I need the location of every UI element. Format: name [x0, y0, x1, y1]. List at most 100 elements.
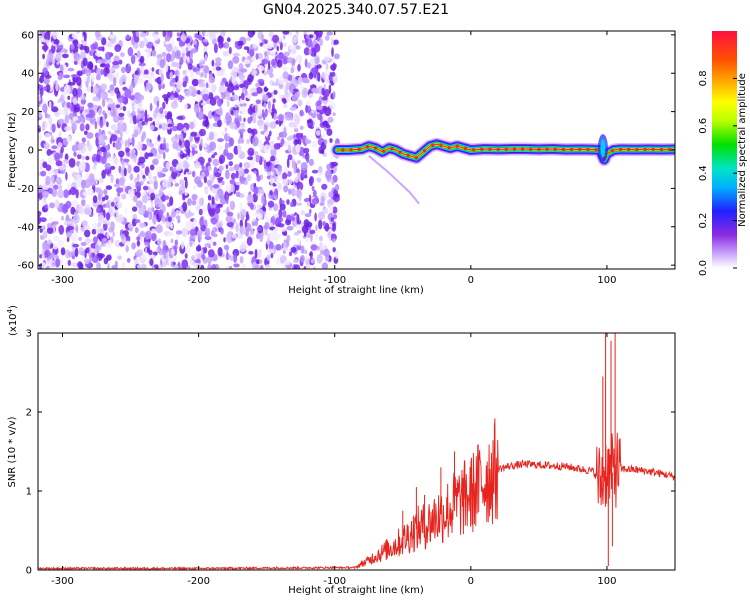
noise-blob	[95, 187, 102, 193]
y-tick-label: 1	[26, 487, 32, 498]
noise-blob	[267, 109, 273, 113]
noise-blob	[139, 222, 146, 228]
noise-blob	[62, 204, 69, 214]
noise-blob	[233, 253, 238, 263]
noise-blob	[52, 243, 58, 250]
noise-blob	[297, 237, 301, 247]
noise-blob	[59, 109, 65, 115]
noise-blob	[121, 193, 127, 200]
noise-blob	[303, 47, 310, 56]
noise-blob	[82, 57, 88, 67]
snr-background	[38, 333, 675, 570]
snr-line-series	[38, 333, 675, 570]
noise-blob	[205, 82, 209, 89]
noise-blob	[161, 51, 167, 57]
noise-blob	[330, 217, 335, 222]
noise-blob	[144, 37, 149, 45]
noise-blob	[184, 253, 188, 259]
noise-blob	[198, 34, 203, 41]
noise-blob	[225, 112, 231, 123]
noise-blob	[263, 124, 268, 131]
noise-blob	[53, 235, 60, 242]
noise-blob	[121, 66, 126, 74]
noise-blob	[83, 258, 90, 265]
noise-blob	[240, 214, 245, 221]
noise-blob	[41, 122, 46, 132]
ridge-peak	[504, 147, 508, 151]
noise-blob	[73, 106, 81, 113]
noise-blob	[160, 122, 168, 131]
noise-blob	[58, 72, 64, 79]
noise-blob	[255, 82, 260, 88]
noise-blob	[55, 160, 63, 167]
noise-blob	[285, 111, 293, 121]
ridge-peak	[455, 144, 459, 148]
noise-blob	[311, 197, 319, 205]
noise-blob	[155, 224, 163, 234]
noise-blob	[134, 129, 139, 137]
noise-blob	[225, 265, 230, 269]
noise-blob	[52, 31, 58, 40]
noise-blob	[251, 56, 256, 63]
noise-blob	[207, 194, 212, 201]
noise-blob	[82, 191, 88, 197]
noise-blob	[63, 74, 70, 79]
noise-blob	[91, 222, 99, 229]
noise-blob	[282, 42, 287, 47]
noise-blob	[332, 206, 338, 214]
noise-blob	[239, 201, 243, 212]
noise-blob	[149, 258, 154, 266]
noise-blob	[122, 158, 130, 163]
noise-blob	[214, 95, 220, 100]
noise-blob	[235, 191, 241, 197]
noise-blob	[96, 233, 105, 240]
noise-blob	[304, 213, 312, 218]
noise-blob	[102, 219, 110, 225]
noise-blob	[296, 55, 301, 63]
noise-blob	[172, 141, 179, 150]
ridge-peak	[561, 147, 566, 152]
noise-blob	[230, 70, 238, 79]
snr-frame	[37, 332, 676, 571]
noise-blob	[318, 219, 323, 230]
noise-blob	[311, 169, 319, 174]
noise-blob	[228, 46, 232, 55]
noise-blob	[110, 221, 115, 232]
noise-blob	[99, 177, 104, 184]
noise-blob	[74, 247, 79, 258]
noise-blob	[300, 210, 306, 216]
noise-blob	[49, 216, 53, 223]
noise-blob	[293, 113, 298, 123]
noise-blob	[159, 58, 165, 69]
noise-blob	[145, 81, 152, 91]
noise-blob	[63, 49, 68, 54]
noise-blob	[247, 156, 254, 161]
x-tick-label: -100	[323, 275, 346, 286]
noise-blob	[263, 102, 267, 108]
noise-blob	[267, 232, 275, 242]
noise-blob	[331, 161, 338, 167]
noise-blob	[38, 215, 42, 225]
noise-blob	[244, 218, 248, 228]
ridge-peak	[570, 147, 574, 152]
noise-blob	[162, 182, 166, 188]
noise-blob	[101, 58, 106, 63]
noise-blob	[78, 236, 83, 242]
noise-blob	[57, 99, 61, 104]
noise-blob	[202, 39, 209, 43]
noise-blob	[66, 101, 71, 109]
noise-blob	[125, 66, 132, 72]
noise-blob	[226, 251, 229, 261]
noise-blob	[71, 122, 77, 133]
noise-blob	[282, 178, 289, 186]
noise-blob	[320, 149, 325, 154]
noise-blob	[67, 259, 72, 266]
noise-blob	[38, 96, 41, 102]
noise-blob	[48, 101, 52, 108]
noise-blob	[63, 220, 68, 226]
noise-blob	[111, 264, 118, 269]
noise-blob	[127, 138, 131, 148]
noise-blob	[239, 244, 247, 253]
noise-blob	[41, 199, 47, 206]
noise-blob	[140, 263, 147, 269]
